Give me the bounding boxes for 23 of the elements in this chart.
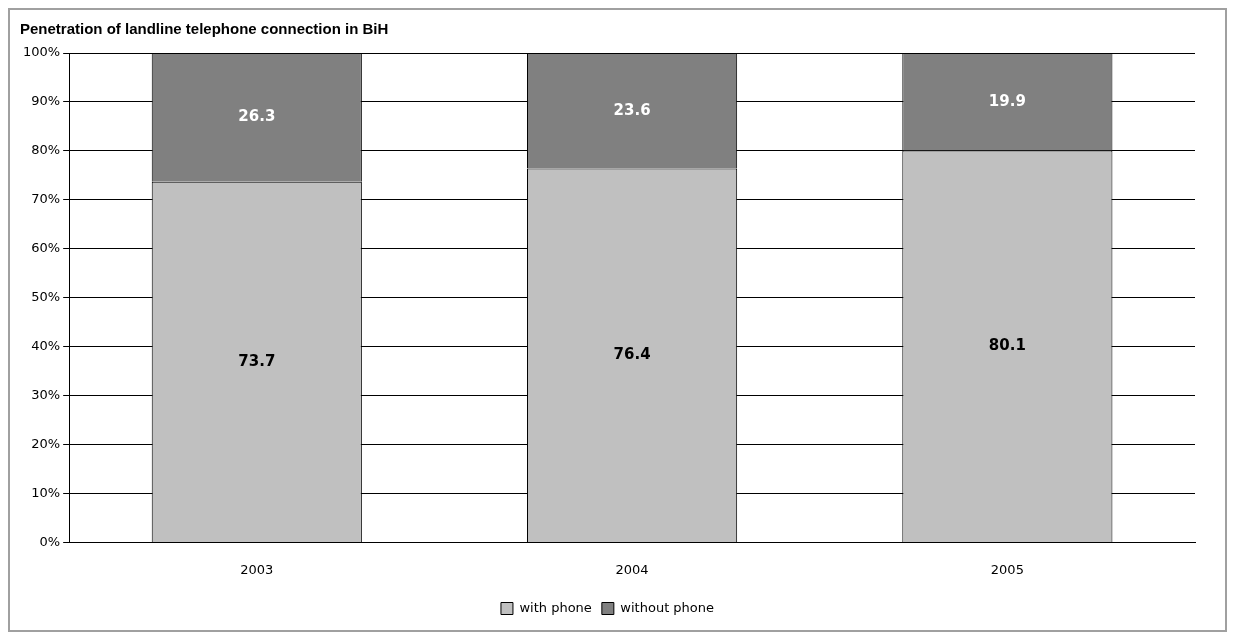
x-tick-label: 2005 xyxy=(990,561,1024,577)
data-label: 26.3 xyxy=(238,107,276,126)
legend-label: with phone xyxy=(519,599,592,615)
data-label: 80.1 xyxy=(988,336,1026,355)
y-tick-label: 10% xyxy=(31,484,61,500)
x-tick-label: 2003 xyxy=(240,561,274,577)
data-label: 73.7 xyxy=(238,351,276,370)
data-label: 76.4 xyxy=(613,345,651,364)
y-tick-label: 50% xyxy=(31,289,61,305)
y-tick-label: 40% xyxy=(31,338,61,354)
y-tick-label: 60% xyxy=(31,240,61,256)
y-tick-label: 90% xyxy=(31,93,61,109)
data-label: 23.6 xyxy=(613,100,651,119)
data-label: 19.9 xyxy=(988,91,1026,110)
y-tick-label: 80% xyxy=(31,142,61,158)
legend-label: without phone xyxy=(620,599,715,615)
x-tick-label: 2004 xyxy=(615,561,649,577)
y-tick-label: 30% xyxy=(31,386,61,402)
y-tick-label: 20% xyxy=(31,435,61,451)
chart-title: Penetration of landline telephone connection in BiH xyxy=(20,20,389,38)
y-tick-label: 100% xyxy=(22,44,61,60)
y-tick-label: 70% xyxy=(31,191,61,207)
y-tick-label: 0% xyxy=(39,533,61,549)
